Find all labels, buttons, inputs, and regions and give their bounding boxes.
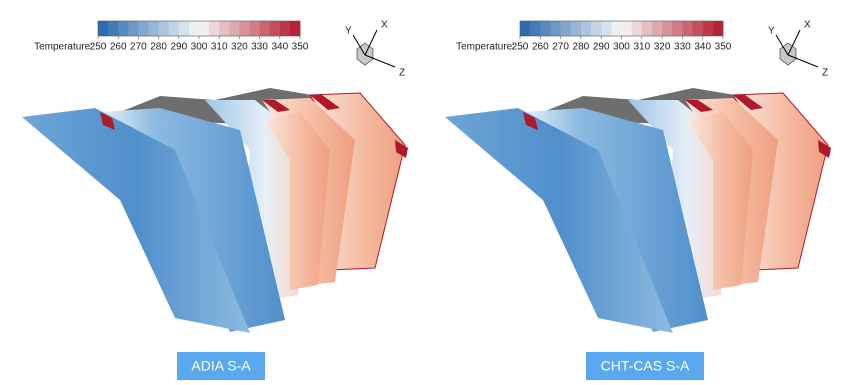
axis-label-y: Y — [345, 26, 352, 37]
blade-surfaces — [444, 87, 832, 334]
colorbar-segment — [148, 21, 159, 36]
colorbar-tick-label: 310 — [633, 42, 650, 53]
colorbar-tick-label: 320 — [654, 42, 671, 53]
colorbar-segment — [631, 21, 643, 36]
triad-axis — [364, 29, 378, 56]
colorbar-segment — [672, 21, 683, 36]
colorbar-segment — [651, 21, 663, 36]
colorbar-tick-label: 350 — [715, 42, 732, 53]
colorbar-tick-label: 340 — [271, 42, 288, 53]
colorbar-segment — [601, 21, 612, 36]
colorbar-segment — [580, 21, 592, 36]
colorbar-tick-label: 270 — [130, 42, 147, 53]
colorbar-segment — [188, 21, 200, 36]
caption: ADIA S-A — [191, 358, 251, 374]
colorbar-tick-label: 340 — [694, 42, 711, 53]
colorbar-segment — [662, 21, 673, 36]
colorbar-segment — [118, 21, 129, 36]
axis-label-z: Z — [399, 68, 405, 79]
blade-surfaces — [21, 87, 409, 334]
colorbar-segment — [550, 21, 561, 36]
triad-axis — [787, 29, 801, 56]
colorbar-tick-label: 260 — [110, 42, 127, 53]
colorbar-segment — [520, 21, 531, 36]
triad-axis — [352, 34, 366, 56]
colorbar-tick-label: 250 — [90, 42, 107, 53]
colorbar-segment — [98, 21, 109, 36]
colorbar-tick-label: 330 — [674, 42, 691, 53]
colorbar-tick-label: 260 — [532, 42, 549, 53]
colorbar-segment — [692, 21, 703, 36]
colorbar-tick-label: 290 — [170, 42, 187, 53]
colorbar-segment — [128, 21, 139, 36]
colorbar-tick-label: 350 — [292, 42, 309, 53]
colorbar-segment — [591, 21, 602, 36]
colorbar-segment — [108, 21, 119, 36]
triad-axis — [775, 34, 789, 56]
axis-label-z: Z — [822, 68, 828, 79]
colorbar-segment — [199, 21, 210, 36]
colorbar-segment — [178, 21, 190, 36]
colorbar-tick-label: 270 — [552, 42, 569, 53]
colorbar-tick-label: 310 — [211, 42, 228, 53]
colorbar-segment — [560, 21, 572, 36]
colorbar-segment — [712, 21, 724, 36]
colorbar-segment — [279, 21, 291, 36]
colorbar-segment — [570, 21, 582, 36]
colorbar-tick-label: 250 — [512, 42, 529, 53]
colorbar-segment — [530, 21, 541, 36]
axis-label-x: X — [381, 20, 388, 31]
colorbar-segment — [682, 21, 693, 36]
colorbar-segment — [209, 21, 220, 36]
colorbar-segment — [229, 21, 240, 36]
colorbar-tick-label: 280 — [150, 42, 167, 53]
caption: CHT-CAS S-A — [601, 358, 690, 374]
colorbar-segment — [289, 21, 301, 36]
colorbar-tick-label: 300 — [613, 42, 630, 53]
colorbar-tick-label: 330 — [251, 42, 268, 53]
colorbar-segment — [621, 21, 632, 36]
colorbar-label: Temperature: — [456, 42, 515, 53]
colorbar-segment — [239, 21, 250, 36]
colorbar-tick-label: 300 — [191, 42, 208, 53]
caption-badge — [586, 352, 704, 380]
colorbar-segment — [249, 21, 260, 36]
triad-axis — [787, 54, 819, 68]
colorbar-segment — [168, 21, 180, 36]
colorbar-segment — [641, 21, 653, 36]
panel: Temperature:250 260 270 280 290 300 310 320 330 3… — [456, 20, 828, 380]
colorbar-segment — [158, 21, 169, 36]
colorbar-segment — [138, 21, 149, 36]
colorbar-tick-label: 280 — [573, 42, 590, 53]
colorbar-segment — [702, 21, 714, 36]
axis-label-y: Y — [768, 26, 775, 37]
colorbar-segment — [259, 21, 270, 36]
panel: Temperature:250 260 270 280 290 300 310 320 330 3… — [34, 20, 405, 380]
colorbar-label: Temperature: — [34, 42, 93, 53]
caption-badge — [177, 352, 265, 380]
colorbar-segment — [269, 21, 281, 36]
colorbar-segment — [219, 21, 230, 36]
colorbar-segment — [540, 21, 551, 36]
colorbar-segment — [611, 21, 622, 36]
colorbar-tick-label: 290 — [593, 42, 610, 53]
triad-axis — [364, 54, 396, 68]
axis-label-x: X — [804, 20, 811, 31]
colorbar-tick-label: 320 — [231, 42, 248, 53]
